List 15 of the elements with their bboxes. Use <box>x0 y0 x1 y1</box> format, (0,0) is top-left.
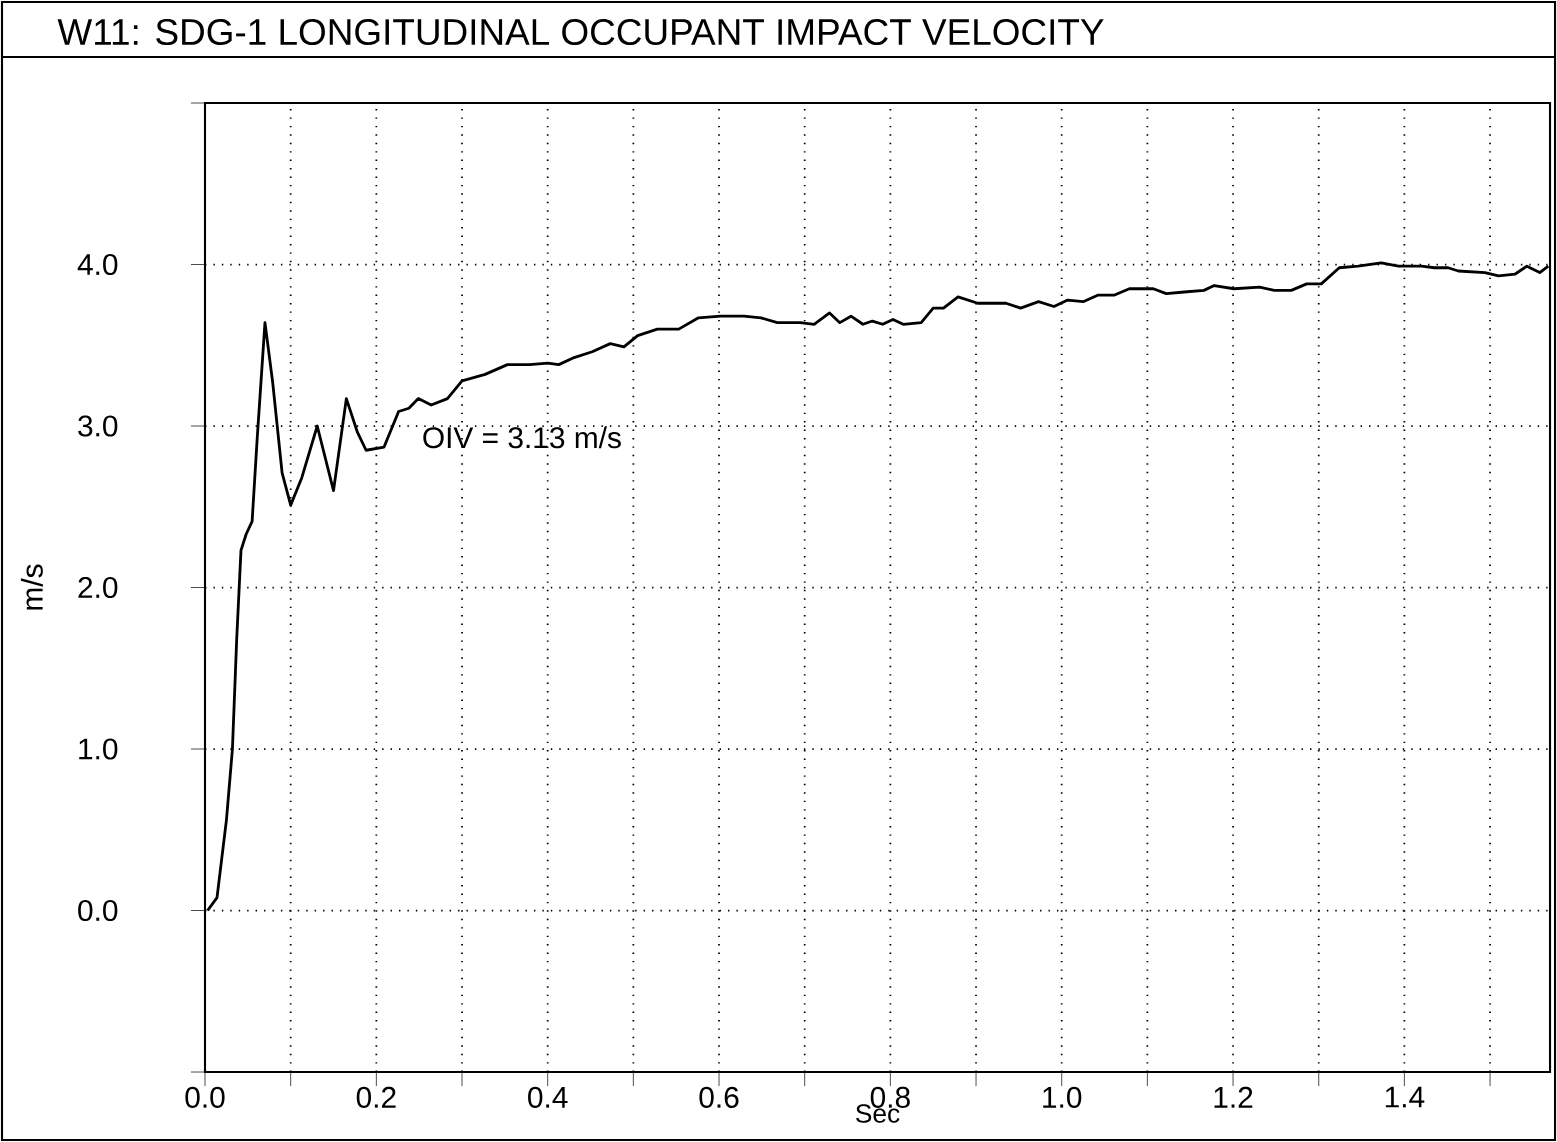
y-tick-label: 0.0 <box>78 899 118 922</box>
x-tick-label: 1.0 <box>1043 1086 1082 1108</box>
annotation: OIV = 3.13 m/s <box>423 426 621 449</box>
y-tick-label: 4.0 <box>77 253 118 276</box>
x-tick-label: 1.2 <box>1214 1086 1253 1108</box>
x-tick-label: 0.6 <box>699 1086 739 1108</box>
y-axis-title: m/s <box>20 564 43 610</box>
y-tick-label: 1.0 <box>79 738 118 760</box>
x-tick-label: 0.4 <box>528 1086 568 1108</box>
x-tick-label: 1.4 <box>1385 1086 1425 1108</box>
x-tick-label: 0.2 <box>356 1086 396 1108</box>
chart-title: W11: SDG-1 LONGITUDINAL OCCUPANT IMPACT VELOCITY <box>57 18 1104 46</box>
y-tick-label: 3.0 <box>78 415 118 437</box>
y-tick-label: 2.0 <box>78 576 118 599</box>
x-tick-label: 0.0 <box>185 1086 225 1108</box>
